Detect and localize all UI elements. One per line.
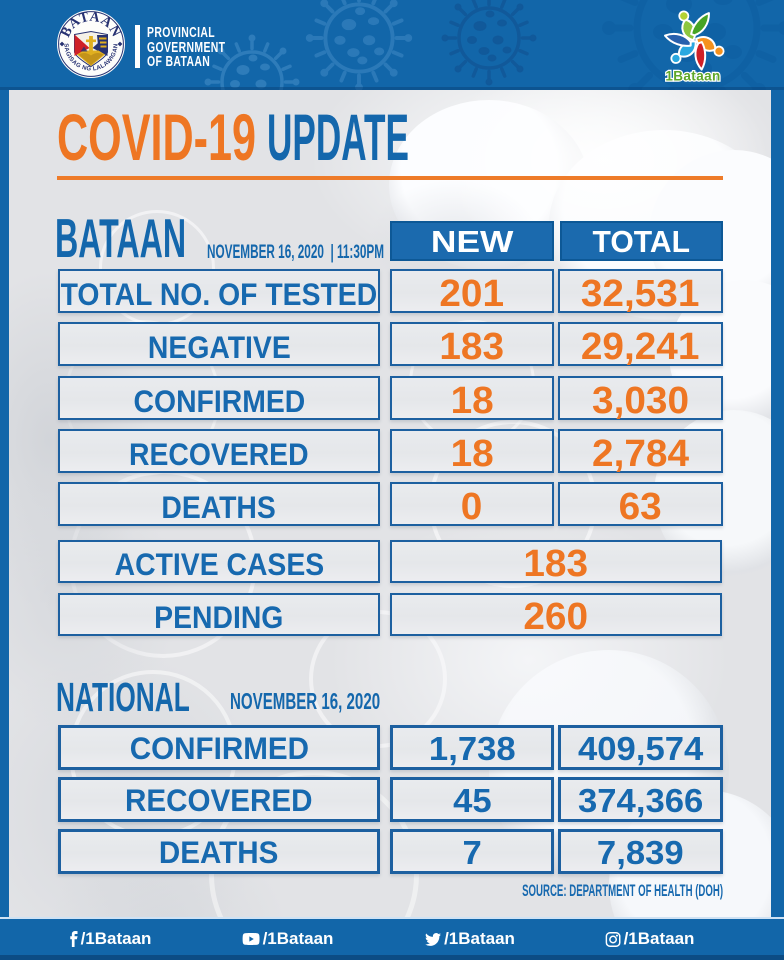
svg-text:1Bataan: 1Bataan — [665, 69, 720, 84]
